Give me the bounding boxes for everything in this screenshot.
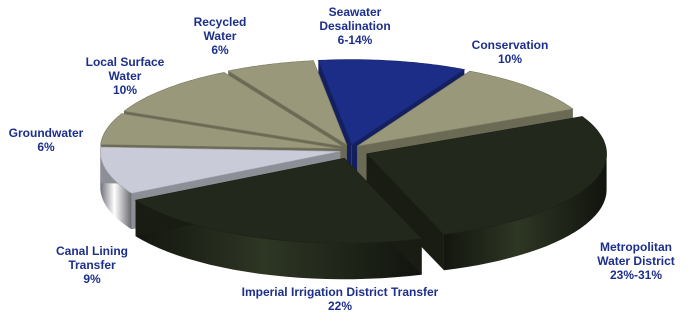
label-recycled-water: Recycled Water 6%	[193, 15, 247, 57]
slice-top	[100, 146, 341, 194]
label-local-surface-water: Local Surface Water 10%	[85, 55, 165, 97]
slice-rim	[100, 151, 132, 230]
label-groundwater: Groundwater 6%	[8, 126, 84, 154]
slice-top	[134, 157, 423, 244]
slice-metropolitan-water-district	[366, 116, 607, 271]
label-conservation: Conservation 10%	[471, 38, 549, 66]
slice-top	[123, 72, 343, 147]
slice-top	[366, 116, 607, 235]
label-imperial-irrigation-district-transfer: Imperial Irrigation District Transfer 22…	[241, 285, 439, 313]
slice-cut-face	[366, 153, 444, 271]
slice-rim	[444, 153, 607, 271]
slice-rim	[135, 200, 422, 280]
slice-top	[357, 70, 574, 147]
slice-top	[317, 59, 466, 146]
slice-top	[100, 113, 341, 150]
label-seawater-desalination: Seawater Desalination 6-14%	[319, 5, 391, 47]
slice-imperial-irrigation-district-transfer	[134, 157, 423, 280]
label-canal-lining-transfer: Canal Lining Transfer 9%	[56, 244, 128, 286]
label-metropolitan-water-district: Metropolitan Water District 23%-31%	[597, 240, 675, 282]
slice-top	[227, 60, 348, 146]
